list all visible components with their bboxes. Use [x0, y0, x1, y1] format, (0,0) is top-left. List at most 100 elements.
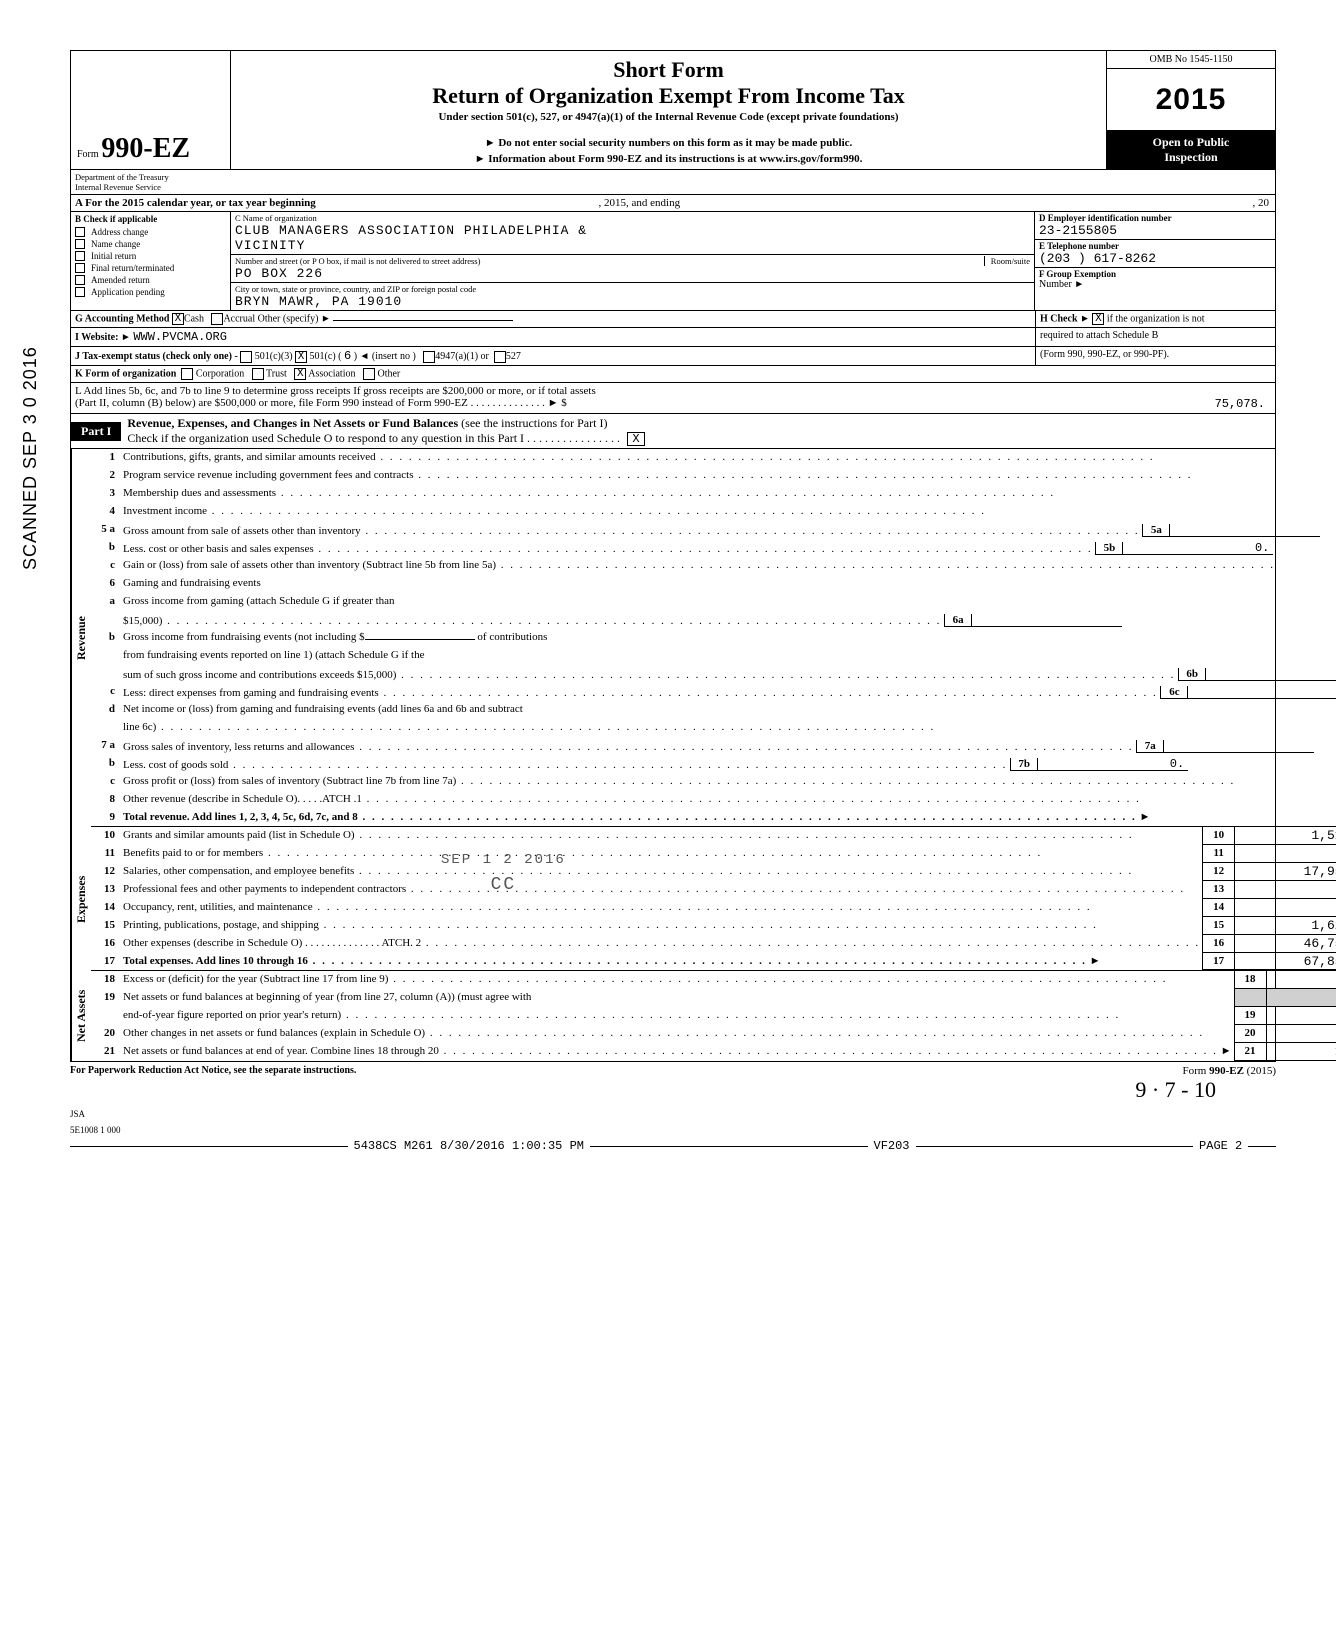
chk-address-change[interactable] — [75, 227, 85, 237]
val-19: 4,143. — [1266, 1007, 1336, 1025]
group-exemption-value: Number ► — [1039, 279, 1271, 290]
line-6b-2: from fundraising events reported on line… — [121, 647, 1336, 665]
chk-accrual[interactable] — [211, 313, 223, 325]
lbl-name-change: Name change — [91, 239, 140, 249]
line-7b: Less. cost of goods sold 7b0. — [121, 755, 1336, 773]
chk-corporation[interactable] — [181, 368, 193, 380]
city-label: City or town, state or province, country… — [235, 284, 1030, 294]
part-1-check-text: Check if the organization used Schedule … — [127, 431, 620, 445]
gross-receipts-value: 75,078. — [1141, 397, 1271, 411]
chk-trust[interactable] — [252, 368, 264, 380]
chk-application-pending[interactable] — [75, 287, 85, 297]
val-10: 1,515. — [1234, 827, 1336, 845]
handwritten-date: 9 · 7 - 10 — [70, 1077, 1276, 1103]
org-name-2: VICINITY — [235, 238, 1030, 253]
chk-final-return[interactable] — [75, 263, 85, 273]
part-1-tag: Part I — [71, 422, 121, 441]
title-cell: Short Form Return of Organization Exempt… — [230, 50, 1106, 170]
line-10: Grants and similar amounts paid (list in… — [121, 827, 1202, 845]
line-19b: end-of-year figure reported on prior yea… — [121, 1007, 1234, 1025]
expenses-label: Expenses — [71, 827, 91, 971]
line-18: Excess or (deficit) for the year (Subtra… — [121, 971, 1234, 989]
net-assets-label: Net Assets — [71, 971, 91, 1061]
bottom-right: PAGE 2 — [1199, 1139, 1242, 1153]
ssn-warning: ► Do not enter social security numbers o… — [241, 137, 1096, 149]
pra-notice: For Paperwork Reduction Act Notice, see … — [70, 1065, 356, 1077]
line-6c: Less: direct expenses from gaming and fu… — [121, 683, 1336, 701]
chk-association[interactable]: X — [294, 368, 306, 380]
jsa: JSA — [70, 1109, 1276, 1119]
line-1: Contributions, gifts, grants, and simila… — [121, 449, 1336, 467]
ein-value: 23-2155805 — [1039, 223, 1271, 238]
scanned-stamp: SCANNED SEP 3 0 2016 — [20, 346, 41, 570]
chk-initial-return[interactable] — [75, 251, 85, 261]
line-6: Gaming and fundraising events — [121, 575, 1336, 593]
bottom-left: 5438CS M261 8/30/2016 1:00:35 PM — [354, 1139, 584, 1153]
chk-cash[interactable]: X — [172, 313, 184, 325]
val-21: 11,368. — [1266, 1043, 1336, 1061]
group-exemption-label: F Group Exemption — [1039, 269, 1271, 279]
line-h3: (Form 990, 990-EZ, or 990-PF). — [1035, 347, 1275, 365]
bottom-mid: VF203 — [874, 1139, 910, 1153]
row-a-mid: , 2015, and ending — [599, 197, 681, 209]
line-8: Other revenue (describe in Schedule O). … — [121, 791, 1336, 809]
lbl-amended: Amended return — [91, 275, 150, 285]
line-h: H Check ► X if the organization is not — [1035, 311, 1275, 327]
chk-name-change[interactable] — [75, 239, 85, 249]
form-subtitle: Under section 501(c), 527, or 4947(a)(1)… — [241, 111, 1096, 123]
chk-501c[interactable]: X — [295, 351, 307, 363]
form-footer-no: Form 990-EZ (2015) — [1182, 1065, 1276, 1077]
line-j: J Tax-exempt status (check only one) - 5… — [71, 347, 1035, 365]
line-7c: Gross profit or (loss) from sales of inv… — [121, 773, 1336, 791]
chk-other[interactable] — [363, 368, 375, 380]
val-18: 7,225. — [1266, 971, 1336, 989]
city-value: BRYN MAWR, PA 19010 — [235, 294, 1030, 309]
phone-value: (203 ) 617-8262 — [1039, 251, 1271, 266]
line-15: Printing, publications, postage, and shi… — [121, 917, 1202, 935]
line-6d-1: Net income or (loss) from gaming and fun… — [121, 701, 1336, 719]
form-title: Return of Organization Exempt From Incom… — [241, 83, 1096, 109]
col-d: D Employer identification number 23-2155… — [1035, 212, 1275, 310]
lbl-initial-return: Initial return — [91, 251, 136, 261]
chk-schedule-o[interactable]: X — [627, 432, 645, 446]
omb-number: OMB No 1545-1150 — [1107, 51, 1275, 69]
org-name-label: C Name of organization — [235, 213, 1030, 223]
row-a-right: , 20 — [1215, 195, 1275, 211]
val-16: 46,755. — [1234, 935, 1336, 953]
part-1-header: Part I Revenue, Expenses, and Changes in… — [70, 414, 1276, 449]
val-15: 1,628. — [1234, 917, 1336, 935]
year-cell: OMB No 1545-1150 2015 Open to PublicInsp… — [1106, 50, 1276, 170]
chk-4947[interactable] — [423, 351, 435, 363]
room-suite-label: Room/suite — [984, 256, 1030, 266]
line-13: Professional fees and other payments to … — [121, 881, 1202, 899]
line-11: Benefits paid to or for members — [121, 845, 1202, 863]
lbl-application-pending: Application pending — [91, 287, 165, 297]
line-2: Program service revenue including govern… — [121, 467, 1336, 485]
line-7a: Gross sales of inventory, less returns a… — [121, 737, 1336, 755]
short-form: Short Form — [241, 57, 1096, 83]
line-9: Total revenue. Add lines 1, 2, 3, 4, 5c,… — [121, 809, 1336, 826]
line-i: I Website: ► WWW.PVCMA.ORG — [71, 328, 1035, 346]
open-to-public: Open to PublicInspection — [1107, 130, 1275, 169]
line-14: Occupancy, rent, utilities, and maintena… — [121, 899, 1202, 917]
line-21: Net assets or fund balances at end of ye… — [121, 1043, 1234, 1061]
line-3: Membership dues and assessments — [121, 485, 1336, 503]
line-5c: Gain or (loss) from sale of assets other… — [121, 557, 1336, 575]
form-word: Form — [77, 149, 99, 160]
dept-treasury: Department of the Treasury Internal Reve… — [71, 170, 231, 194]
chk-527[interactable] — [494, 351, 506, 363]
line-5a: Gross amount from sale of assets other t… — [121, 521, 1336, 539]
line-6a-1: Gross income from gaming (attach Schedul… — [121, 593, 1336, 611]
line-5b: Less. cost or other basis and sales expe… — [121, 539, 1336, 557]
website-value: WWW.PVCMA.ORG — [133, 330, 227, 344]
col-b: B Check if applicable Address change Nam… — [71, 212, 231, 310]
line-6d-2: line 6c) — [121, 719, 1336, 737]
chk-schedule-b[interactable]: X — [1092, 313, 1104, 325]
tax-year: 2015 — [1156, 83, 1227, 117]
line-6a-2: $15,000) 6a — [121, 611, 1336, 629]
info-link: ► Information about Form 990-EZ and its … — [241, 153, 1096, 165]
check-if-applicable: B Check if applicable — [71, 212, 230, 226]
chk-amended[interactable] — [75, 275, 85, 285]
chk-501c3[interactable] — [240, 351, 252, 363]
line-16: Other expenses (describe in Schedule O) … — [121, 935, 1202, 953]
